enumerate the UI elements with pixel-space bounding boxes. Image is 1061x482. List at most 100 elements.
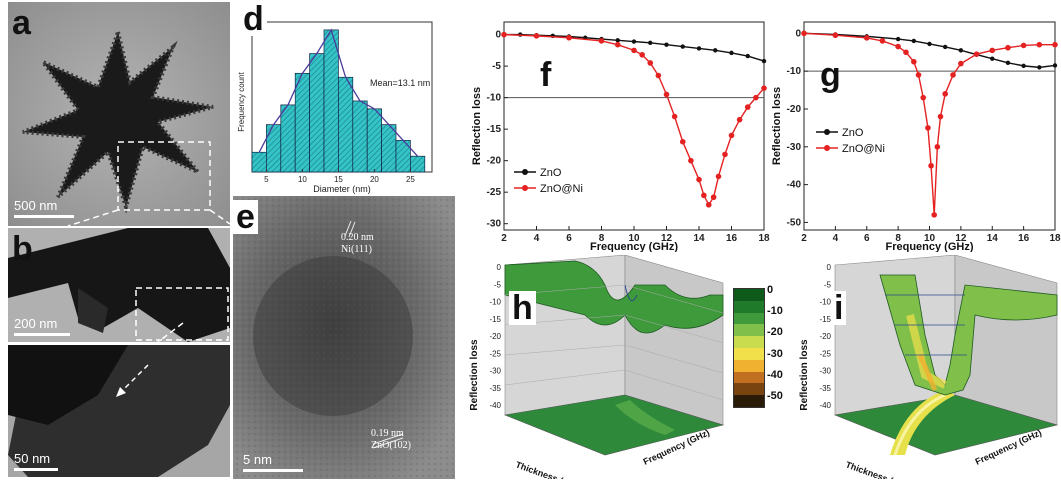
colorbar: 0 -10 -20 -30 -40 -50 <box>733 284 793 408</box>
data-point <box>639 51 645 58</box>
data-point <box>801 30 807 37</box>
z-axis-label: Reflection loss <box>799 339 810 411</box>
data-point <box>832 32 839 39</box>
data-point <box>925 125 931 131</box>
scale-bar: 500 nm <box>14 198 74 218</box>
data-point <box>1005 60 1011 66</box>
data-point <box>715 173 722 180</box>
data-point <box>1020 42 1027 49</box>
data-point <box>1052 63 1058 68</box>
z-tick-label: -25 <box>819 349 831 358</box>
histogram-bar <box>251 151 267 173</box>
data-point <box>911 58 917 65</box>
data-point <box>934 144 941 150</box>
scale-bar: 5 nm <box>243 452 303 472</box>
legend-marker <box>522 169 528 175</box>
data-point <box>664 42 669 47</box>
x-tick-label: 12 <box>661 233 673 244</box>
data-point <box>753 94 759 101</box>
z-tick-label: -30 <box>819 367 831 376</box>
y-tick-label: -25 <box>487 187 502 198</box>
panel-letter: f <box>540 56 552 94</box>
histogram-bar <box>366 108 382 173</box>
data-point <box>710 194 717 201</box>
z-tick-label: -10 <box>819 298 831 307</box>
panel-i-surface-plot: 0 -5 -10 -15 -20 -25 -30 -35 -40 Reflection loss… <box>795 255 1061 479</box>
panel-letter: i <box>831 291 847 325</box>
histogram-bar <box>410 155 426 173</box>
surface-plot-h: 0 -5 -10 -15 -20 -25 -30 -35 -40 Reflection loss… <box>469 255 725 479</box>
x-tick-label: 4 <box>534 233 540 244</box>
legend-label: ZnO <box>540 167 562 179</box>
data-point <box>1005 44 1011 51</box>
z-axis-label: Reflection loss <box>469 339 480 411</box>
data-point <box>679 138 686 145</box>
data-point <box>761 85 767 91</box>
legend-marker <box>824 129 830 135</box>
y-tick-label: -50 <box>787 217 802 228</box>
data-point <box>990 56 995 61</box>
data-point <box>937 113 944 120</box>
panel-letter: d <box>240 2 267 36</box>
data-point <box>705 201 712 208</box>
colorbar-tick-label: 0 <box>767 284 774 296</box>
scale-bar-label: 200 nm <box>14 316 58 331</box>
data-point <box>729 50 734 56</box>
data-point <box>713 48 718 53</box>
panel-a-tem-image: a 500 nm <box>8 2 230 226</box>
surface-plot-i: 0 -5 -10 -15 -20 -25 -30 -35 -40 Reflection loss… <box>799 255 1059 479</box>
data-point <box>931 212 938 218</box>
data-point <box>973 51 980 57</box>
histogram-xtick-label: 20 <box>370 175 379 184</box>
colorbar-ticks: 0 -10 -20 -30 -40 -50 <box>767 282 797 412</box>
x-tick-label: 12 <box>955 233 967 244</box>
panel-h-surface-plot: 0 -5 -10 -15 -20 -25 -30 -35 -40 Reflection loss… <box>465 255 727 479</box>
data-point <box>701 192 707 199</box>
colorbar-swatch <box>734 348 764 361</box>
x-axis-label: Frequency (GHz) <box>885 241 973 252</box>
z-tick-label: -35 <box>489 384 501 393</box>
y-axis-label: Reflection loss <box>771 87 783 165</box>
x-tick-label: 2 <box>801 233 807 244</box>
y-tick-label: -20 <box>787 104 802 115</box>
scale-bar-label: 50 nm <box>14 451 51 466</box>
colorbar-swatch <box>734 395 764 408</box>
data-point <box>920 94 927 101</box>
data-point <box>958 48 964 53</box>
data-point <box>1052 41 1058 48</box>
histogram-bar <box>266 124 282 173</box>
data-point <box>1021 63 1026 69</box>
panel-g-rl-chart: 2 4 6 8 10 12 14 16 18 0 -10 -20 -30 -40 -50 Frequency … <box>770 2 1061 252</box>
y-tick-label: -30 <box>487 219 502 230</box>
panel-b-tem-image: b 200 nm <box>8 228 230 342</box>
panel-letter: c <box>12 347 31 385</box>
y-axis-label: Thickness (mm) <box>844 459 912 479</box>
data-point <box>989 47 996 54</box>
data-point <box>663 91 670 98</box>
data-point <box>879 38 886 44</box>
scale-bar-label: 5 nm <box>243 452 272 467</box>
star-particle-image <box>8 2 230 226</box>
data-point <box>688 157 694 164</box>
histogram-bar <box>294 72 310 173</box>
scale-bar: 200 nm <box>14 316 70 336</box>
lattice1-spacing: 0.20 nm <box>341 232 374 243</box>
data-point <box>533 33 540 39</box>
panel-c-tem-image: c 50 nm <box>8 345 230 477</box>
legend-marker <box>824 145 830 151</box>
y-tick-label: -10 <box>487 93 502 104</box>
x-tick-label: 10 <box>924 233 936 244</box>
colorbar-swatch <box>734 312 764 325</box>
x-tick-label: 2 <box>501 233 507 244</box>
data-point <box>696 176 702 183</box>
z-tick-label: -5 <box>494 280 502 289</box>
data-point <box>744 104 751 110</box>
data-point <box>647 60 654 66</box>
data-point <box>928 162 934 169</box>
colorbar-swatch <box>734 289 764 302</box>
data-point <box>942 91 948 97</box>
y-axis-label: Reflection loss <box>471 87 483 165</box>
panel-letter: g <box>820 56 841 94</box>
lattice-image <box>233 196 455 479</box>
z-tick-label: -30 <box>489 367 501 376</box>
